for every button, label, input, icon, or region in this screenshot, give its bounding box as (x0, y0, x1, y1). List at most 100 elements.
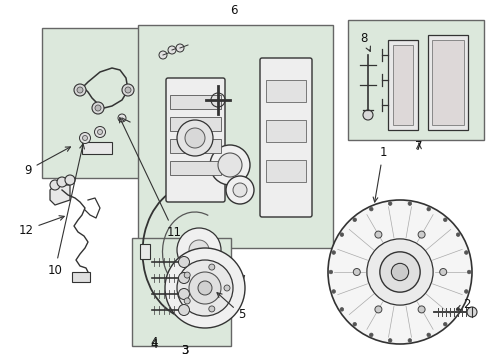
Circle shape (408, 339, 412, 342)
Circle shape (168, 46, 176, 54)
Bar (266, 80, 306, 102)
Bar (82, 142, 112, 154)
FancyBboxPatch shape (260, 58, 312, 217)
Bar (138, 25, 333, 248)
Circle shape (177, 120, 213, 156)
Circle shape (118, 114, 126, 122)
Circle shape (353, 218, 357, 221)
Circle shape (375, 231, 382, 238)
Text: 3: 3 (181, 343, 189, 356)
Circle shape (418, 231, 425, 238)
Circle shape (189, 272, 221, 304)
Circle shape (443, 323, 447, 326)
Bar (170, 95, 221, 109)
Circle shape (50, 180, 60, 190)
Circle shape (328, 200, 472, 344)
Text: 10: 10 (48, 144, 84, 276)
Circle shape (353, 269, 360, 275)
Circle shape (178, 305, 190, 315)
Bar (348, 20, 484, 140)
Circle shape (92, 102, 104, 114)
Circle shape (178, 273, 190, 284)
Circle shape (165, 248, 245, 328)
Bar (72, 272, 90, 282)
Circle shape (369, 207, 373, 211)
Circle shape (95, 126, 105, 138)
Circle shape (226, 176, 254, 204)
Circle shape (209, 264, 215, 270)
Circle shape (440, 269, 447, 275)
Circle shape (332, 251, 336, 254)
Circle shape (467, 307, 477, 317)
Circle shape (184, 298, 190, 304)
Text: 7: 7 (415, 139, 423, 153)
Text: 9: 9 (24, 147, 71, 176)
Circle shape (427, 333, 431, 337)
Circle shape (209, 306, 215, 312)
Circle shape (198, 281, 212, 295)
Circle shape (465, 290, 468, 293)
Circle shape (363, 110, 373, 120)
Bar (132, 238, 231, 346)
Circle shape (77, 87, 83, 93)
Polygon shape (50, 185, 70, 205)
Circle shape (465, 251, 468, 254)
Bar (170, 117, 221, 131)
Bar (140, 244, 150, 259)
Bar (393, 45, 413, 125)
Circle shape (176, 44, 184, 52)
Circle shape (79, 132, 91, 144)
Circle shape (443, 218, 447, 221)
Circle shape (82, 135, 88, 140)
Circle shape (367, 239, 433, 305)
Circle shape (427, 207, 431, 211)
Text: 5: 5 (217, 293, 245, 321)
Circle shape (184, 272, 190, 278)
Circle shape (189, 240, 209, 260)
Circle shape (408, 202, 412, 206)
Circle shape (456, 307, 460, 311)
Circle shape (233, 183, 247, 197)
Text: 8: 8 (360, 31, 370, 51)
Circle shape (122, 84, 134, 96)
Circle shape (389, 202, 392, 206)
Circle shape (178, 288, 190, 300)
Circle shape (456, 233, 460, 237)
FancyBboxPatch shape (166, 78, 225, 202)
Circle shape (74, 84, 86, 96)
Bar (428, 35, 468, 130)
Bar (170, 161, 221, 175)
Circle shape (340, 307, 343, 311)
Bar (432, 40, 464, 125)
Circle shape (375, 306, 382, 313)
Circle shape (65, 175, 75, 185)
Circle shape (353, 323, 357, 326)
Circle shape (185, 128, 205, 148)
Circle shape (332, 290, 336, 293)
Text: 2: 2 (457, 298, 471, 311)
Text: 12: 12 (19, 216, 64, 237)
Circle shape (218, 153, 242, 177)
Circle shape (177, 228, 221, 272)
Bar (42, 28, 162, 178)
Circle shape (125, 87, 131, 93)
Circle shape (392, 264, 409, 281)
Circle shape (369, 333, 373, 337)
Text: 3: 3 (181, 345, 189, 357)
Circle shape (340, 233, 343, 237)
Bar (170, 139, 221, 153)
Text: 6: 6 (230, 4, 238, 18)
Text: 11: 11 (120, 118, 181, 238)
Circle shape (418, 306, 425, 313)
Circle shape (389, 339, 392, 342)
Text: 1: 1 (373, 147, 387, 202)
Circle shape (57, 177, 67, 187)
Circle shape (224, 285, 230, 291)
Circle shape (177, 260, 233, 316)
Text: 4: 4 (150, 338, 158, 351)
Circle shape (380, 252, 420, 292)
Text: 4: 4 (150, 336, 158, 348)
Bar (266, 120, 306, 142)
Circle shape (210, 145, 250, 185)
Circle shape (95, 105, 101, 111)
